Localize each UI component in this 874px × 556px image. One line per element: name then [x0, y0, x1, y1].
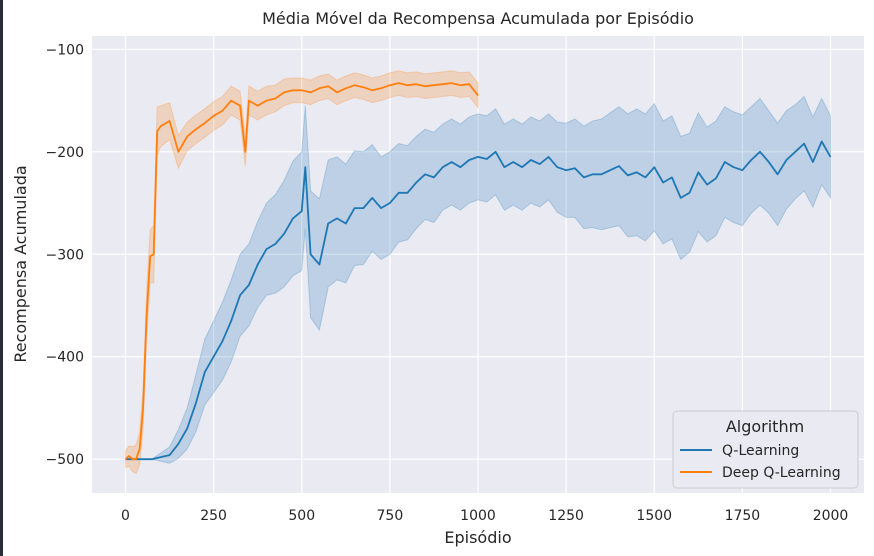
x-axis-label: Episódio: [444, 528, 511, 547]
y-tick-label: −100: [46, 42, 84, 58]
deep-q-learning-line: [124, 82, 479, 461]
x-tick-label: 500: [288, 508, 315, 524]
y-tick-label: −300: [46, 247, 84, 263]
x-tick-label: 1750: [725, 508, 761, 524]
y-tick-label: −400: [46, 350, 84, 366]
x-tick-labels: 0 250 500 750 1000 1250 1500 1750 2000: [121, 508, 848, 524]
x-tick-label: 2000: [813, 508, 849, 524]
x-tick-label: 250: [200, 508, 227, 524]
y-tick-label: −500: [46, 452, 84, 468]
legend: Algorithm Q-Learning Deep Q-Learning: [672, 410, 859, 489]
x-tick-label: 750: [377, 508, 404, 524]
x-tick-label: 1250: [548, 508, 584, 524]
x-tick-label: 0: [121, 508, 130, 524]
x-tick-label: 1500: [636, 508, 672, 524]
legend-title: Algorithm: [726, 417, 804, 436]
deep-q-learning-ci-band: [125, 70, 479, 475]
window-edge: [0, 0, 3, 556]
legend-label-q-learning: Q-Learning: [722, 443, 799, 459]
legend-label-deep-q-learning: Deep Q-Learning: [722, 465, 841, 481]
y-tick-label: −200: [46, 145, 84, 161]
y-axis-label: Recompensa Acumulada: [11, 165, 30, 362]
x-tick-label: 1000: [460, 508, 496, 524]
chart-title: Média Móvel da Recompensa Acumulada por …: [262, 9, 694, 28]
y-tick-labels: −500 −400 −300 −200 −100: [46, 42, 84, 468]
q-learning-line: [125, 140, 832, 461]
series-lines: [124, 82, 832, 461]
legend-box: [672, 410, 859, 489]
